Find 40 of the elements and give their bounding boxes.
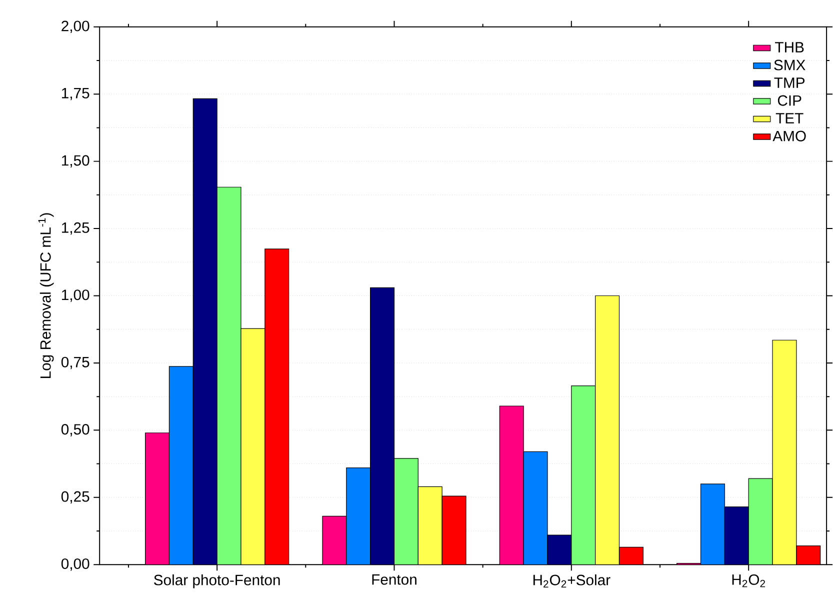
y-axis-title: Log Removal (UFC mL$^{-1}$)	[38, 213, 54, 378]
bar	[394, 458, 418, 564]
y-tick-label: 1,50	[62, 154, 90, 168]
bar	[524, 451, 548, 564]
y-tick-label: 0,50	[61, 424, 90, 436]
bar	[547, 534, 572, 564]
bar	[748, 478, 773, 564]
x-tick-label: Fenton	[372, 574, 416, 585]
bar	[418, 486, 442, 564]
bar	[168, 366, 194, 564]
y-tick-label: 1,25	[62, 222, 90, 234]
bar	[442, 496, 466, 564]
bar	[724, 506, 749, 564]
bar	[796, 545, 821, 564]
y-tick-label: 1,00	[62, 289, 90, 302]
legend-label: SMX	[774, 60, 806, 70]
legend-label: AMO	[772, 130, 806, 142]
bar	[216, 186, 242, 564]
y-tick-label: 1,75	[62, 88, 90, 100]
bar	[346, 467, 371, 564]
y-tick-label: 0,00	[61, 558, 90, 571]
x-tick-label: Solar photo-Fenton	[154, 574, 280, 588]
bar	[619, 546, 644, 564]
y-tick-label: 0,75	[61, 356, 90, 369]
x-tick-label: H$_{2}$O$_{2}$	[732, 574, 766, 587]
y-tick-label: 2,00	[62, 20, 90, 33]
bar	[700, 483, 725, 564]
bar	[571, 386, 596, 564]
legend-label: THB	[775, 42, 804, 52]
bar	[192, 98, 218, 564]
bar	[595, 296, 620, 564]
y-tick-label: 0,25	[61, 491, 90, 504]
x-tick-label: H$_{2}$O$_{2}$+Solar	[533, 574, 610, 588]
bar	[264, 248, 290, 564]
bar	[772, 340, 797, 564]
legend-label: TET	[776, 112, 804, 124]
legend-label: CIP	[778, 95, 802, 106]
legend-label: TMP	[774, 77, 805, 88]
bar	[240, 328, 266, 564]
bar	[370, 287, 395, 564]
